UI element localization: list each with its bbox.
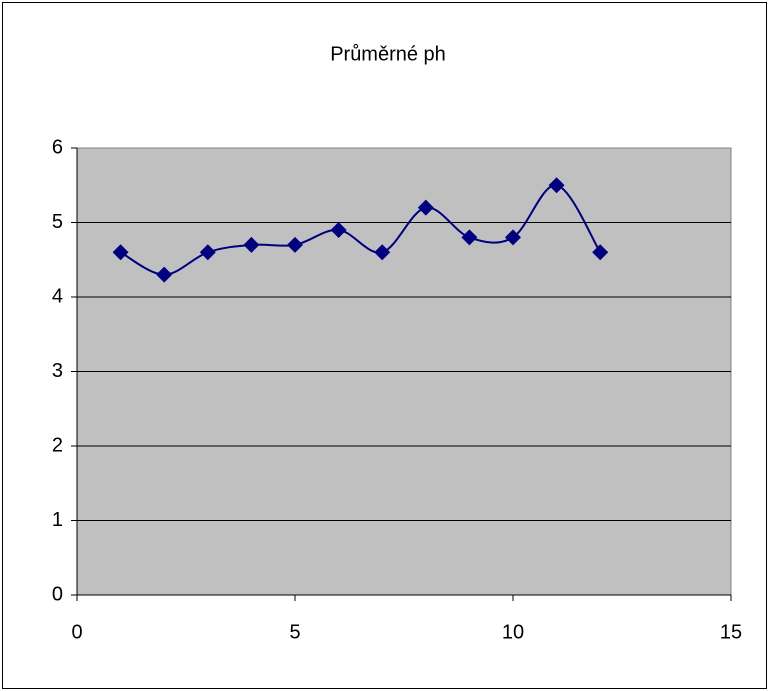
marker (417, 199, 434, 216)
x-tick-label: 0 (71, 621, 82, 643)
marker (243, 236, 260, 253)
chart-title: Průměrné ph (330, 43, 446, 65)
y-tick-label: 2 (52, 434, 63, 456)
y-tick-label: 1 (52, 509, 63, 531)
marker (505, 229, 521, 246)
x-tick-label: 5 (289, 621, 300, 643)
marker (287, 236, 303, 253)
marker (330, 221, 347, 238)
y-tick-label: 0 (52, 583, 63, 605)
y-tick-label: 5 (52, 211, 63, 233)
marker (374, 244, 391, 261)
marker (199, 244, 216, 261)
x-tick-label: 10 (502, 621, 524, 643)
y-tick-label: 6 (52, 136, 63, 158)
y-tick-label: 3 (52, 360, 63, 382)
marker (156, 266, 173, 283)
marker (592, 244, 609, 261)
marker (461, 229, 478, 246)
y-tick-label: 4 (52, 285, 63, 307)
marker (548, 177, 565, 194)
x-tick-label: 15 (720, 621, 742, 643)
marker (112, 244, 129, 261)
